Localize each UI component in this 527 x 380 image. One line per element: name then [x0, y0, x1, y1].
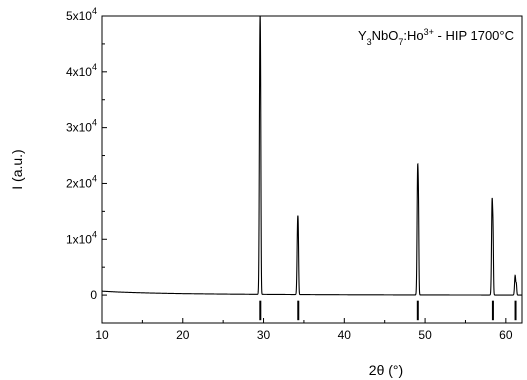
- y-tick-label: 5x104: [66, 6, 97, 23]
- plot-frame: [101, 15, 523, 324]
- axis-ticks: [101, 15, 507, 324]
- x-tick-label: 40: [338, 328, 352, 342]
- y-tick-label: 3x104: [66, 118, 97, 135]
- x-tick-label: 10: [95, 328, 109, 342]
- y-tick-label: 0: [90, 288, 97, 302]
- x-tick-label: 50: [418, 328, 432, 342]
- sample-annotation: Y3NbO7:Ho3+ - HIP 1700°C: [358, 27, 514, 47]
- tick-labels: 10 20 30 40 50 60 0 1x104 2x104 3x104 4x104 5x104: [66, 6, 513, 342]
- x-tick-label: 30: [257, 328, 271, 342]
- y-tick-label: 1x104: [66, 229, 97, 246]
- data-layer: [101, 15, 522, 321]
- x-tick-label: 60: [499, 328, 513, 342]
- y-axis-title: I (a.u.): [9, 149, 25, 189]
- diffraction-pattern-line: [101, 15, 522, 296]
- x-tick-label: 20: [176, 328, 190, 342]
- y-tick-label: 2x104: [66, 173, 97, 190]
- y-tick-label: 4x104: [66, 62, 97, 79]
- x-axis-title: 2θ (°): [369, 362, 403, 378]
